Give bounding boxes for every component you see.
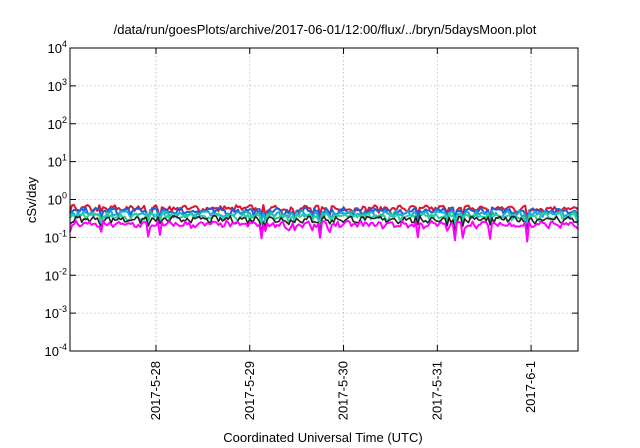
ticks: 104 103 102 101 100 10-1 10-2 10-3 10-4 2017-5-28… — [45, 39, 578, 420]
x-axis-label: Coordinated Universal Time (UTC) — [223, 430, 422, 445]
y-tick-label: 100 — [48, 191, 67, 208]
y-tick-label: 10-3 — [45, 304, 67, 321]
y-tick-label: 10-4 — [45, 342, 67, 359]
y-tick-label: 10-2 — [45, 266, 67, 283]
series-line — [69, 206, 579, 225]
x-tick-label: 2017-5-31 — [429, 361, 444, 420]
series-line — [69, 214, 579, 233]
x-tick-label: 2017-6-1 — [523, 361, 538, 413]
series-layer — [69, 203, 579, 243]
x-tick-label: 2017-5-30 — [336, 361, 351, 420]
x-tick-label: 2017-5-28 — [148, 361, 163, 420]
y-tick-label: 104 — [48, 39, 67, 56]
x-tick-label: 2017-5-29 — [242, 361, 257, 420]
grid — [70, 48, 578, 351]
y-tick-label: 103 — [48, 77, 67, 94]
y-tick-label: 101 — [48, 153, 67, 170]
y-tick-label: 10-1 — [45, 228, 67, 245]
series-line — [69, 219, 579, 243]
y-tick-label: 102 — [48, 115, 67, 132]
chart-title: /data/run/goesPlots/archive/2017-06-01/1… — [114, 22, 537, 37]
y-axis-label: cSv/day — [24, 176, 39, 223]
